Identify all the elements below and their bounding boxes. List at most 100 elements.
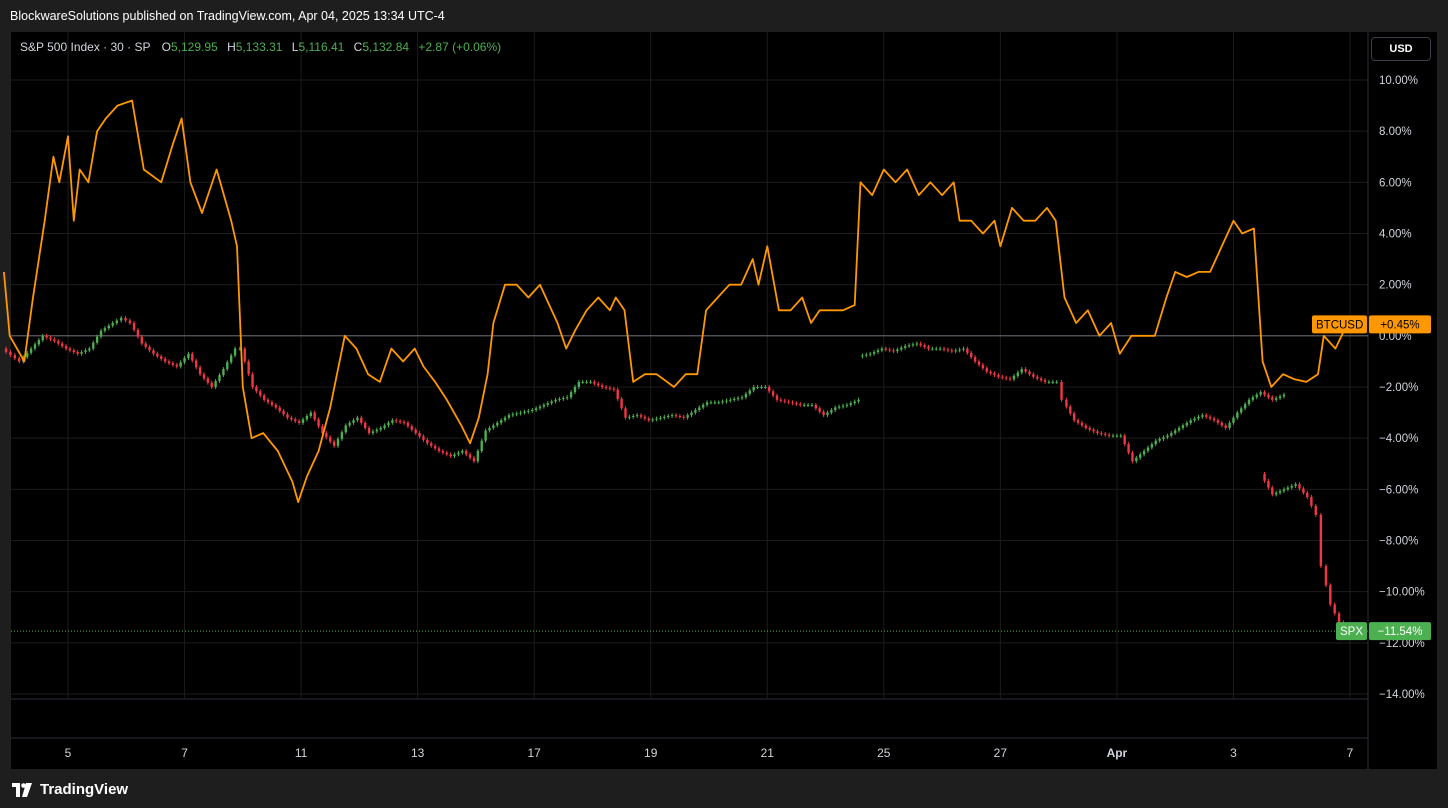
y-tick-label: 8.00% bbox=[1379, 126, 1412, 138]
legend-low-value: 5,116.41 bbox=[298, 40, 345, 54]
x-tick-label: Apr bbox=[1107, 746, 1128, 760]
legend-symbol: S&P 500 Index · 30 · SP bbox=[20, 40, 151, 54]
spx-candle-body bbox=[290, 417, 293, 420]
spx-candle-body bbox=[554, 399, 557, 402]
spx-candle-body bbox=[1263, 392, 1266, 395]
legend-close-label: C bbox=[353, 40, 363, 54]
spx-candle-body bbox=[226, 362, 229, 370]
spx-candle-body bbox=[1154, 440, 1157, 445]
legend-open-label: O bbox=[161, 40, 171, 54]
spx-candle-body bbox=[1096, 431, 1099, 434]
spx-candle-body bbox=[643, 416, 647, 419]
spx-candle-body bbox=[1314, 505, 1317, 515]
spx-candle-body bbox=[262, 395, 266, 400]
spx-candle-body bbox=[175, 364, 178, 367]
x-tick-label: 11 bbox=[295, 746, 308, 760]
spx-candle-body bbox=[167, 361, 171, 364]
spx-candle-body bbox=[371, 431, 375, 434]
y-tick-label: −2.00% bbox=[1379, 382, 1418, 394]
spx-candle-body bbox=[259, 391, 262, 396]
spx-candle-body bbox=[422, 436, 425, 440]
spx-candle-body bbox=[1100, 433, 1103, 435]
spx-candle-body bbox=[845, 404, 849, 406]
spx-candle-body bbox=[163, 358, 167, 362]
spx-candle-body bbox=[531, 410, 534, 412]
spx-candle-body bbox=[709, 402, 713, 404]
spx-candle-body bbox=[60, 343, 64, 347]
spx-candle-body bbox=[152, 350, 155, 354]
y-tick-label: 4.00% bbox=[1379, 229, 1412, 241]
spx-candle-body bbox=[309, 412, 313, 416]
chart-panel[interactable] bbox=[11, 32, 1437, 769]
spx-candle-body bbox=[1032, 374, 1035, 377]
spx-candle-body bbox=[53, 339, 56, 341]
spx-candle-body bbox=[476, 450, 480, 462]
spx-candle-body bbox=[313, 412, 316, 420]
spx-candle-body bbox=[880, 348, 884, 351]
spx-candle-body bbox=[659, 417, 662, 419]
spx-candle-body bbox=[1329, 585, 1332, 605]
spx-candle-body bbox=[810, 404, 814, 406]
x-tick-label: 7 bbox=[181, 746, 188, 760]
spx-candle-body bbox=[1267, 394, 1270, 398]
spx-candle-body bbox=[639, 415, 643, 417]
spx-candle-body bbox=[589, 381, 592, 383]
spx-candle-body bbox=[286, 414, 289, 418]
spx-candle-body bbox=[927, 346, 930, 349]
spx-candle-body bbox=[1236, 412, 1239, 418]
spx-candle-body bbox=[1004, 377, 1008, 379]
spx-candle-body bbox=[764, 387, 767, 388]
spx-candle-body bbox=[558, 398, 561, 400]
y-tick-label: 6.00% bbox=[1379, 177, 1412, 189]
spx-candle-body bbox=[383, 425, 386, 428]
spx-candle-body bbox=[768, 387, 771, 392]
spx-candle-body bbox=[962, 348, 965, 350]
spx-candle-body bbox=[430, 443, 433, 446]
spx-candle-body bbox=[360, 417, 363, 423]
spx-candle-body bbox=[1104, 433, 1107, 435]
btc-value-label: +0.45% bbox=[1380, 319, 1419, 331]
spx-candle-body bbox=[717, 402, 720, 404]
spx-candle-body bbox=[9, 351, 12, 356]
spx-candle-body bbox=[1150, 444, 1154, 448]
spx-candle-body bbox=[136, 329, 140, 337]
spx-candle-body bbox=[1189, 420, 1192, 423]
spx-candle-body bbox=[187, 353, 190, 359]
spx-candle-body bbox=[562, 398, 565, 400]
published-caption: BlockwareSolutions published on TradingV… bbox=[10, 9, 445, 23]
spx-candle-body bbox=[4, 348, 8, 352]
spx-candle-body bbox=[981, 364, 985, 369]
spx-candle-body bbox=[779, 399, 783, 401]
spx-candle-body bbox=[620, 398, 623, 409]
spx-candle-body bbox=[647, 418, 650, 421]
spx-candle-body bbox=[488, 427, 491, 431]
spx-candle-body bbox=[756, 387, 759, 388]
spx-candle-body bbox=[183, 358, 186, 363]
spx-candle-body bbox=[1080, 422, 1084, 426]
tradingview-logo-icon bbox=[12, 782, 32, 797]
spx-candle-body bbox=[336, 439, 340, 446]
spx-candle-body bbox=[713, 402, 717, 404]
spx-candle-body bbox=[1170, 433, 1173, 436]
spx-candle-body bbox=[1115, 435, 1119, 437]
spx-candle-body bbox=[352, 420, 355, 423]
spx-candle-body bbox=[1065, 399, 1068, 407]
spx-candle-body bbox=[80, 352, 83, 354]
spx-candle-body bbox=[534, 408, 538, 411]
spx-candle-body bbox=[499, 420, 503, 423]
tradingview-logo[interactable]: TradingView bbox=[12, 781, 128, 798]
spx-candle-body bbox=[1043, 380, 1047, 382]
spx-candle-body bbox=[542, 404, 546, 407]
spx-candle-body bbox=[464, 450, 468, 455]
spx-candle-body bbox=[418, 433, 421, 437]
spx-candle-body bbox=[1278, 396, 1282, 399]
spx-candle-body bbox=[853, 401, 856, 404]
spx-candle-body bbox=[546, 403, 549, 405]
spx-candle-body bbox=[1181, 425, 1185, 428]
currency-button[interactable]: USD bbox=[1371, 37, 1431, 61]
spx-candle-body bbox=[445, 452, 448, 455]
x-tick-label: 27 bbox=[994, 746, 1008, 760]
spx-candle-body bbox=[740, 397, 744, 399]
spx-candle-body bbox=[1055, 381, 1058, 383]
